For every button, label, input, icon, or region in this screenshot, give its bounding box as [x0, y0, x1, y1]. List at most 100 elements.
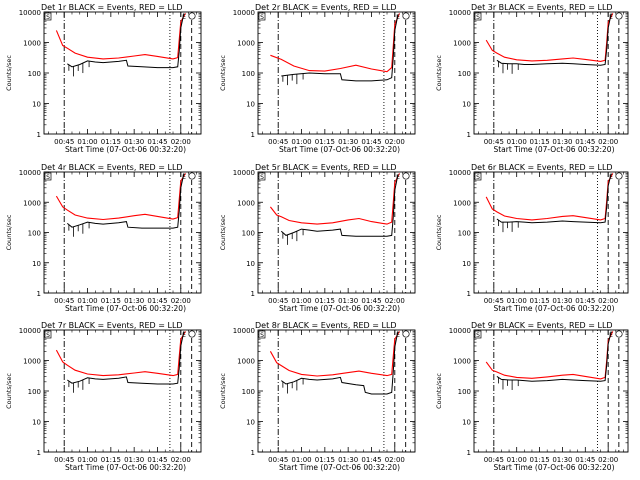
chart-title: Det 1r BLACK = Events, RED = LLD [41, 3, 183, 12]
plot-area [55, 172, 193, 293]
y-tick-label: 1000 [237, 199, 255, 207]
x-tick-label: 00:45 [484, 138, 504, 146]
plot-area [269, 172, 407, 293]
x-tick-label: 01:30 [552, 138, 572, 146]
series-line-lld [485, 331, 614, 380]
y-tick-label: 10000 [19, 9, 41, 17]
y-tick-label: 1 [251, 131, 255, 139]
y-tick-label: 1 [37, 449, 41, 457]
x-tick-label: 01:00 [291, 297, 311, 305]
panel-5: Det 5r BLACK = Events, RED = LLD 1 10 100 10… [219, 163, 416, 313]
x-tick-label: 02:00 [385, 138, 405, 146]
x-tick-label: 00:45 [54, 138, 74, 146]
y-tick-label: 1000 [237, 40, 255, 48]
chart-title: Det 8r BLACK = Events, RED = LLD [255, 321, 397, 330]
plot-frame [473, 11, 629, 135]
y-tick-label: 10000 [233, 169, 255, 177]
x-tick-label: 02:00 [385, 456, 405, 464]
x-axis-label: Start Time (07-Oct-06 00:32:20) [65, 463, 186, 472]
saa-corner-mark-label: S [260, 174, 264, 181]
y-tick-label: 1000 [23, 358, 41, 366]
plot-frame [257, 11, 416, 135]
plot-area [485, 330, 620, 452]
panel-4: Det 4r BLACK = Events, RED = LLD 1 10 100 10… [5, 163, 202, 313]
chart-title: Det 5r BLACK = Events, RED = LLD [255, 163, 397, 172]
x-tick-label: 01:00 [77, 138, 97, 146]
x-tick-label: 00:45 [268, 138, 288, 146]
y-tick-label: 1 [467, 449, 471, 457]
series-line-events [496, 13, 612, 66]
y-tick-label: 10000 [19, 327, 41, 335]
series-line-events [281, 331, 399, 395]
y-tick-label: 10 [32, 419, 41, 427]
plot-area [485, 12, 620, 134]
panel-2: Det 2r BLACK = Events, RED = LLD 1 10 100 10… [219, 3, 416, 154]
series-line-lld [485, 13, 614, 62]
series-line-lld [269, 331, 400, 377]
eclipse-corner-mark-label: E [182, 332, 186, 339]
y-tick-label: 10 [246, 101, 255, 109]
saa-corner-mark-label: S [46, 332, 50, 339]
x-tick-label: 01:30 [338, 138, 358, 146]
x-tick-label: 01:45 [361, 297, 381, 305]
y-axis-label: Counts/sec [5, 55, 13, 91]
x-tick-label: 01:45 [147, 138, 167, 146]
plot-frame [473, 171, 629, 294]
circle-marker-icon [615, 12, 623, 20]
y-tick-label: 10000 [233, 9, 255, 17]
eclipse-corner-mark-label: E [609, 14, 613, 21]
circle-marker-icon [188, 172, 196, 180]
x-tick-label: 01:15 [529, 138, 549, 146]
x-tick-label: 00:45 [268, 456, 288, 464]
x-tick-label: 01:30 [124, 456, 144, 464]
panel-3: Det 3r BLACK = Events, RED = LLD 1 10 100 10… [435, 3, 629, 154]
circle-marker-icon [188, 12, 196, 20]
plot-frame [257, 171, 416, 294]
circle-marker-icon [615, 172, 623, 180]
x-tick-label: 01:15 [315, 456, 335, 464]
x-tick-label: 01:45 [147, 456, 167, 464]
y-axis-label: Counts/sec [219, 214, 227, 250]
x-tick-label: 01:15 [315, 297, 335, 305]
x-tick-label: 01:30 [552, 297, 572, 305]
x-tick-label: 02:00 [598, 138, 618, 146]
series-line-events [496, 173, 612, 224]
y-tick-label: 100 [242, 230, 255, 238]
x-tick-label: 02:00 [385, 297, 405, 305]
y-tick-label: 1000 [453, 199, 471, 207]
chart-title: Det 2r BLACK = Events, RED = LLD [255, 3, 397, 12]
y-tick-label: 100 [28, 230, 41, 238]
plot-area [55, 330, 193, 452]
x-tick-label: 01:15 [101, 297, 121, 305]
x-tick-label: 01:30 [338, 456, 358, 464]
x-tick-label: 01:00 [291, 138, 311, 146]
plot-frame [43, 329, 202, 453]
y-tick-label: 1000 [23, 199, 41, 207]
circle-marker-icon [615, 330, 623, 338]
x-tick-label: 01:45 [575, 297, 595, 305]
x-axis-label: Start Time (07-Oct-06 00:32:20) [279, 463, 400, 472]
y-tick-label: 100 [458, 70, 471, 78]
panel-6: Det 6r BLACK = Events, RED = LLD 1 10 100 10… [435, 163, 629, 313]
series-line-events [496, 331, 612, 382]
saa-corner-mark [474, 12, 482, 21]
x-tick-label: 01:00 [507, 456, 527, 464]
x-axis-label: Start Time (07-Oct-06 00:32:20) [65, 304, 186, 313]
y-tick-label: 1 [467, 290, 471, 298]
y-tick-label: 1000 [453, 40, 471, 48]
x-tick-label: 01:00 [291, 456, 311, 464]
circle-marker-icon [188, 330, 196, 338]
y-tick-label: 1000 [453, 358, 471, 366]
circle-marker-icon [402, 330, 410, 338]
x-axis-label: Start Time (07-Oct-06 00:32:20) [279, 145, 400, 154]
x-axis-label: Start Time (07-Oct-06 00:32:20) [493, 463, 614, 472]
x-tick-label: 00:45 [484, 456, 504, 464]
y-tick-label: 100 [242, 388, 255, 396]
eclipse-corner-mark-label: E [396, 332, 400, 339]
series-line-lld [55, 331, 186, 377]
x-tick-label: 00:45 [484, 297, 504, 305]
series-line-lld [485, 173, 614, 221]
eclipse-corner-mark-label: E [609, 174, 613, 181]
x-tick-label: 01:45 [575, 456, 595, 464]
y-tick-label: 10 [246, 419, 255, 427]
